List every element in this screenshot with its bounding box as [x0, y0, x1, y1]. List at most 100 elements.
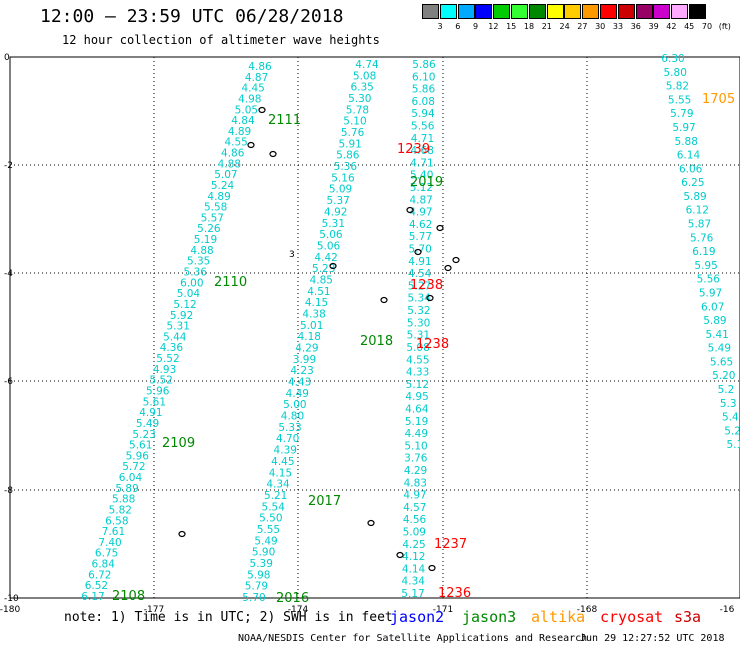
- swh-value: 5.24: [211, 180, 235, 192]
- pass-time-label: 1238: [416, 337, 449, 352]
- swh-value: 6.52: [85, 580, 108, 592]
- lat-tick-label: -4: [4, 269, 13, 279]
- swh-value: 4.45: [271, 456, 294, 468]
- swh-value: 5.39: [250, 558, 273, 570]
- swh-value: 6.12: [686, 205, 709, 217]
- swh-value: 5.79: [670, 108, 693, 120]
- map-title: 12:00 – 23:59 UTC 06/28/2018: [40, 6, 344, 27]
- swh-value: 5.09: [329, 184, 352, 196]
- swh-value: 5.34: [407, 293, 431, 305]
- swh-value: 6.07: [701, 301, 724, 313]
- swh-value: 5.49: [136, 418, 159, 430]
- swh-value: 5.56: [411, 121, 435, 133]
- swh-value: 5.23: [132, 429, 155, 441]
- swh-value: 5.88: [675, 136, 698, 148]
- lon-tick-label: -180: [0, 605, 20, 615]
- swh-value: 5.10: [343, 116, 366, 128]
- legend-label: 21: [541, 22, 552, 31]
- lon-tick-label: -171: [433, 605, 453, 615]
- legend-label: 12: [488, 22, 499, 31]
- legend-swatch: [439, 4, 457, 19]
- legend-label: 24: [559, 22, 570, 31]
- swh-value: 7.40: [98, 537, 121, 549]
- island-note: 3: [289, 250, 295, 260]
- swh-value: 5.31: [407, 330, 430, 342]
- swh-value: 5.95: [694, 260, 717, 272]
- island-outline: [247, 141, 255, 149]
- swh-value: 4.39: [274, 445, 297, 457]
- swh-value: 4.85: [310, 274, 333, 286]
- swh-value: 6.72: [88, 569, 111, 581]
- swh-value: 4.12: [402, 551, 425, 563]
- swh-value: 5.19: [194, 234, 217, 246]
- swh-value: 6.14: [677, 150, 701, 162]
- lon-tick-label: -174: [288, 605, 309, 615]
- swh-value: 5.98: [247, 569, 270, 581]
- legend-unit: (ft): [718, 22, 731, 31]
- swh-value: 4.34: [266, 479, 290, 491]
- swh-value: 5.19: [405, 416, 428, 428]
- swh-value: 4.83: [404, 477, 427, 489]
- island-outline: [367, 519, 375, 527]
- swh-value: 4.54: [408, 268, 432, 280]
- legend-label: 33: [612, 22, 624, 31]
- swh-value: 5.50: [259, 513, 282, 525]
- legend-label: 3: [437, 22, 443, 31]
- legend-label: 39: [648, 22, 659, 31]
- swh-value: 6.04: [119, 472, 143, 484]
- swh-value: 4.74: [355, 59, 379, 71]
- island-outline: [414, 248, 422, 256]
- pass-time-label: 2110: [214, 275, 247, 290]
- swh-value: 5.82: [109, 504, 132, 516]
- swh-value: 4.57: [403, 502, 426, 514]
- legend-label: 42: [666, 22, 677, 31]
- swh-value: 5.91: [338, 138, 361, 150]
- swh-value: 5.94: [411, 108, 435, 120]
- swh-value: 5.35: [187, 256, 210, 268]
- swh-value: 5.37: [326, 195, 349, 207]
- swh-value: 4.97: [403, 490, 426, 502]
- swh-value: 5.00: [283, 399, 306, 411]
- swh-value: 5.72: [122, 461, 145, 473]
- swh-value: 4.91: [408, 256, 431, 268]
- swh-value: 5.56: [697, 274, 721, 286]
- island-outline: [452, 256, 460, 264]
- swh-value: 5.30: [407, 317, 430, 329]
- swh-value: 4.55: [406, 354, 429, 366]
- legend-satellite-altika: altika: [531, 608, 586, 626]
- swh-value: 4.42: [314, 252, 337, 264]
- swh-value: 5.87: [688, 219, 711, 231]
- swh-value: 5.41: [705, 329, 728, 341]
- swh-value: 4.18: [298, 331, 321, 343]
- pass-time-label: 1238: [410, 278, 443, 293]
- swh-value: 5.55: [668, 94, 691, 106]
- swh-value: 4.43: [288, 377, 311, 389]
- swh-value: 5.36: [184, 267, 208, 279]
- swh-value: 5.76: [341, 127, 365, 139]
- swh-value: 5.40: [410, 170, 433, 182]
- island-outline: [258, 106, 266, 114]
- legend-swatch: [671, 4, 689, 19]
- swh-value: 4.88: [190, 245, 213, 257]
- swh-value: 4.23: [290, 365, 313, 377]
- lat-tick-label: -2: [4, 161, 13, 171]
- swh-value: 4.93: [153, 364, 176, 376]
- swh-value: 4.98: [238, 93, 261, 105]
- swh-value: 5.27: [408, 280, 431, 292]
- island-outline: [178, 530, 186, 538]
- island-outline: [428, 564, 436, 572]
- swh-value: 5.20: [712, 370, 735, 382]
- swh-value: 6.84: [92, 559, 116, 571]
- swh-value: 5.16: [331, 172, 355, 184]
- swh-value: 4.51: [307, 286, 330, 298]
- swh-value: 4.86: [248, 61, 272, 73]
- swh-value: 5.04: [177, 288, 201, 300]
- swh-value: 4.56: [403, 514, 427, 526]
- swh-value: 5.97: [672, 122, 695, 134]
- swh-value: 5.96: [126, 450, 150, 462]
- swh-value: 5.76: [690, 232, 714, 244]
- swh-value: 4.34: [402, 576, 426, 588]
- legend-satellite-jason3: jason3: [462, 608, 517, 626]
- swh-value: 5.54: [262, 501, 286, 513]
- swh-value: 5.12: [173, 299, 196, 311]
